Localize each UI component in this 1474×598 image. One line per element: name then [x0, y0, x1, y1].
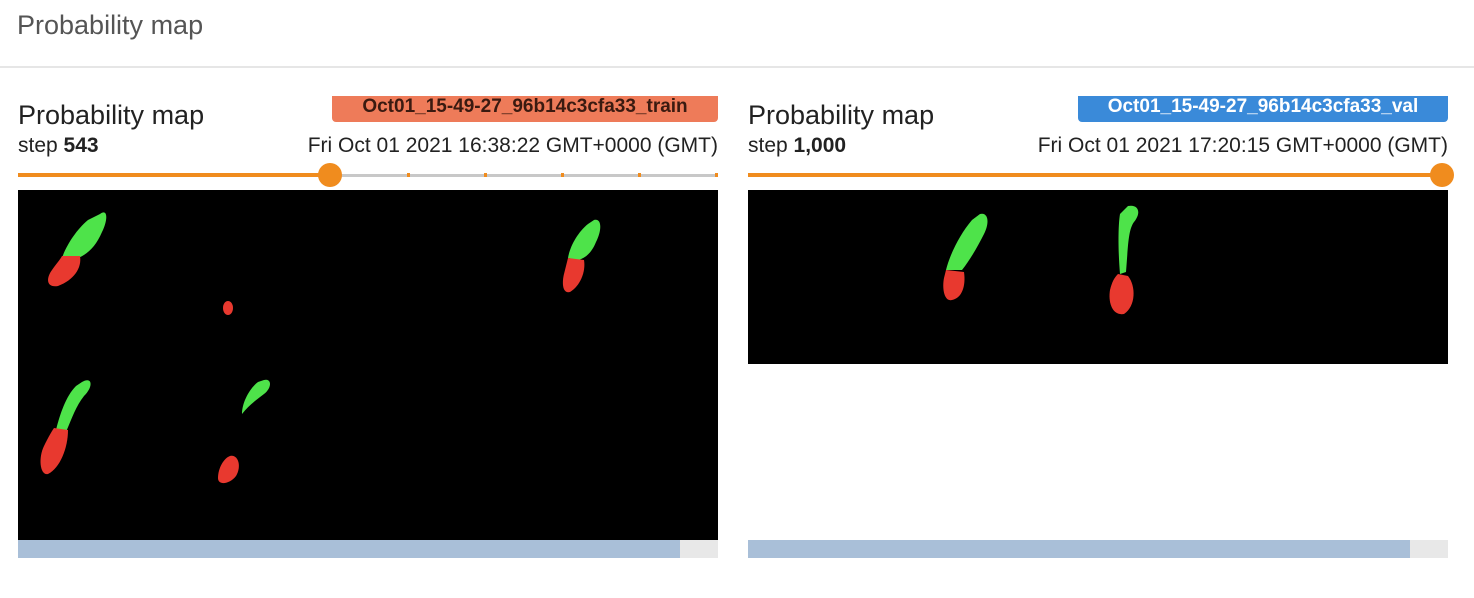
- slider-tick: [484, 173, 487, 177]
- step-value: 543: [63, 134, 99, 157]
- probability-map-canvas: [748, 190, 1448, 364]
- step-value: 1,000: [793, 134, 847, 157]
- timestamp: Fri Oct 01 2021 16:38:22 GMT+0000 (GMT): [307, 134, 718, 157]
- slider-tick: [638, 173, 641, 177]
- step-label: step 543: [18, 134, 99, 158]
- slider-thumb[interactable]: [1430, 163, 1454, 187]
- run-chip: Oct01_15-49-27_96b14c3cfa33_val: [1078, 96, 1448, 122]
- step-text: step: [748, 134, 788, 157]
- probability-map-image: [18, 190, 718, 540]
- step-text: step: [18, 134, 58, 157]
- image-card-val: Probability map Oct01_15-49-27_96b14c3cf…: [748, 96, 1454, 566]
- card-title: Probability map: [18, 100, 205, 130]
- slider-fill: [748, 173, 1442, 177]
- slider-tick: [561, 173, 564, 177]
- timestamp: Fri Oct 01 2021 17:20:15 GMT+0000 (GMT): [1037, 134, 1448, 157]
- section-title: Probability map: [17, 10, 204, 40]
- probability-map-canvas: [18, 190, 718, 540]
- slider-tick: [715, 173, 718, 177]
- scrollbar-thumb[interactable]: [748, 540, 1410, 558]
- slider-tick: [407, 173, 410, 177]
- step-slider[interactable]: [748, 162, 1454, 188]
- horizontal-scrollbar[interactable]: [18, 540, 718, 558]
- probability-map-image: [748, 190, 1448, 364]
- slider-thumb[interactable]: [318, 163, 342, 187]
- card-title: Probability map: [748, 100, 935, 130]
- horizontal-scrollbar[interactable]: [748, 540, 1448, 558]
- slider-fill: [18, 173, 330, 177]
- slider-track[interactable]: [18, 174, 718, 177]
- image-card-train: Probability map Oct01_15-49-27_96b14c3cf…: [18, 96, 718, 566]
- run-chip: Oct01_15-49-27_96b14c3cfa33_train: [332, 96, 718, 122]
- section-header: Probability map: [0, 0, 1474, 68]
- step-slider[interactable]: [18, 162, 718, 188]
- scrollbar-thumb[interactable]: [18, 540, 680, 558]
- step-label: step 1,000: [748, 134, 846, 158]
